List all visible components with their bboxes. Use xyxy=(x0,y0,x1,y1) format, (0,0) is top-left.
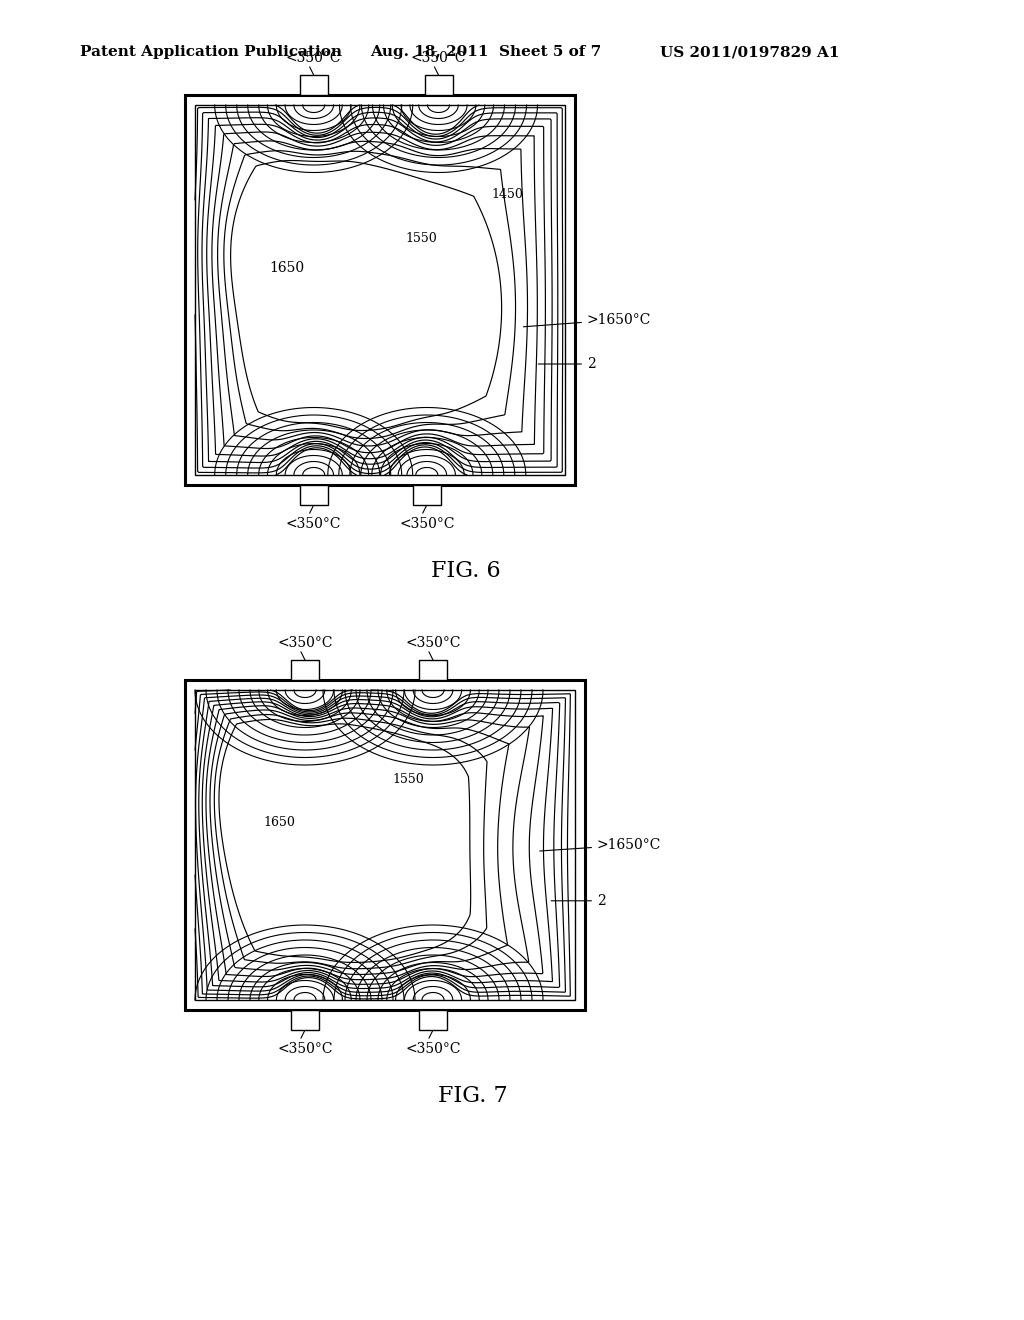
Text: <350°C: <350°C xyxy=(411,51,466,65)
Text: <350°C: <350°C xyxy=(278,1041,333,1056)
Bar xyxy=(185,95,575,484)
Bar xyxy=(425,75,453,95)
Text: FIG. 6: FIG. 6 xyxy=(431,560,501,582)
Bar xyxy=(300,75,328,95)
Text: FIG. 7: FIG. 7 xyxy=(438,1085,508,1107)
Text: >1650°C: >1650°C xyxy=(540,838,662,851)
Text: 1650: 1650 xyxy=(269,260,304,275)
Bar xyxy=(185,680,585,1010)
Bar xyxy=(195,690,575,1001)
Text: 1550: 1550 xyxy=(392,774,424,785)
Text: US 2011/0197829 A1: US 2011/0197829 A1 xyxy=(660,45,840,59)
Text: 2: 2 xyxy=(539,356,596,371)
Bar xyxy=(413,484,440,506)
Text: 2: 2 xyxy=(551,894,606,908)
Text: 1450: 1450 xyxy=(490,187,523,201)
Bar xyxy=(291,1010,319,1030)
Text: >1650°C: >1650°C xyxy=(523,313,651,327)
Text: <350°C: <350°C xyxy=(399,517,455,531)
Text: <350°C: <350°C xyxy=(406,636,461,649)
Text: Patent Application Publication: Patent Application Publication xyxy=(80,45,342,59)
Text: Aug. 18, 2011  Sheet 5 of 7: Aug. 18, 2011 Sheet 5 of 7 xyxy=(370,45,601,59)
Bar xyxy=(300,484,328,506)
Text: <350°C: <350°C xyxy=(286,51,341,65)
Text: <350°C: <350°C xyxy=(406,1041,461,1056)
Text: 1650: 1650 xyxy=(263,816,295,829)
Bar xyxy=(419,660,447,680)
Text: <350°C: <350°C xyxy=(286,517,341,531)
Bar xyxy=(291,660,319,680)
Bar xyxy=(195,106,565,475)
Bar xyxy=(419,1010,447,1030)
Text: <350°C: <350°C xyxy=(278,636,333,649)
Text: 1550: 1550 xyxy=(406,232,437,246)
